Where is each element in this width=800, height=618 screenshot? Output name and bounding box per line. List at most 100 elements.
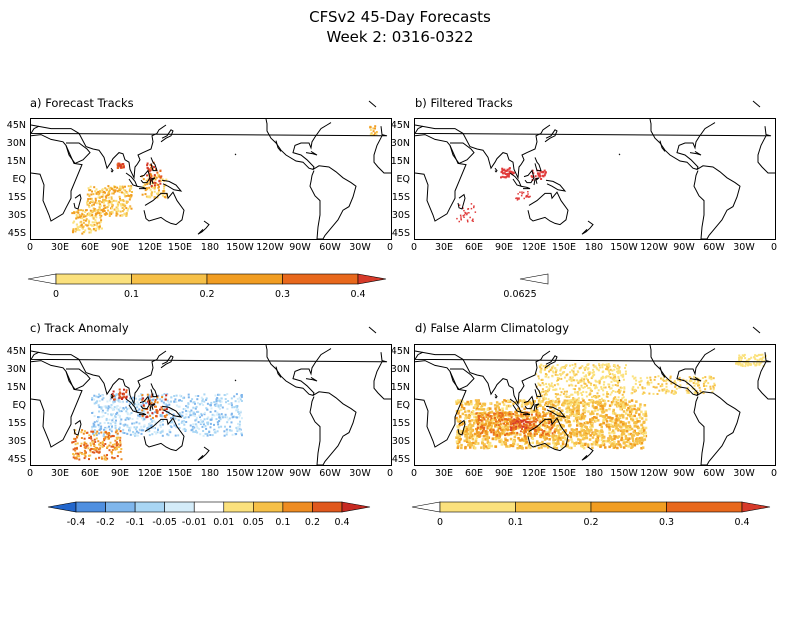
colorbar-swatch [312,501,343,513]
lon-label: 0 [410,242,418,253]
lat-label: 15N [6,382,26,393]
lat-label: 30N [390,138,410,149]
colorbar-swatch [519,273,549,285]
lat-label: 45S [391,228,410,239]
lon-label: 120W [640,468,668,479]
colorbar-swatch [55,273,132,285]
lon-label: 90W [289,468,311,479]
lat-label: EQ [396,174,410,185]
lon-label: 60W [703,468,725,479]
colorbar-label: 0.3 [659,517,674,528]
lon-label: 90E [494,468,514,479]
lat-label: 15S [7,418,26,429]
colorbar-swatch [253,501,284,513]
lon-label: 150E [167,468,193,479]
lat-label: EQ [12,400,26,411]
lat-label: 30N [6,364,26,375]
colorbar-swatch [164,501,195,513]
colorbar-swatch [47,501,77,513]
colorbar-swatch [223,501,254,513]
colorbar-label: -0.4 [67,517,86,528]
lon-label: 90W [673,242,695,253]
colorbar-swatch [193,501,225,513]
map-panel-c [30,326,392,466]
panel-b-title: b) Filtered Tracks [415,96,513,110]
colorbar-label: 0.01 [213,517,234,528]
lat-label: 30N [6,138,26,149]
lon-label: 120W [640,242,668,253]
colorbar-swatch [590,501,667,513]
colorbar-swatch [206,273,283,285]
lon-label: 90W [673,468,695,479]
lat-label: 15N [6,156,26,167]
map-panel-b [414,100,776,240]
lon-label: 60E [80,468,100,479]
colorbar-c: -0.4 -0.2 -0.1 -0.05 -0.01 0.01 0.05 0.1 0.2 0.4 [47,501,371,528]
colorbar-label: -0.2 [96,517,115,528]
colorbar-swatch [666,501,743,513]
lat-label: 15S [391,192,410,203]
colorbar-swatch [134,501,165,513]
colorbar-label: 0.05 [243,517,264,528]
lon-label: 180 [200,242,220,253]
colorbar-label: 0 [437,517,443,528]
lon-label: 90E [110,468,130,479]
colorbar-label: 0.1 [275,517,290,528]
colorbar-label: 0.4 [734,517,749,528]
lon-label: 30W [733,242,755,253]
track-density-a [71,125,378,235]
lon-label: 60W [319,468,341,479]
lon-label: 30E [50,468,70,479]
lon-label: 0 [386,242,394,253]
colorbar-swatch [341,501,371,513]
lon-label: 0 [26,468,34,479]
lon-label: 30W [349,468,371,479]
colorbar-swatch [282,273,359,285]
lat-label: 45N [6,346,26,357]
lat-label: 15S [391,418,410,429]
colorbar-swatch [741,501,771,513]
lon-label: 30E [434,468,454,479]
colorbar-d: 0 0.1 0.2 0.3 0.4 [411,501,771,528]
colorbar-a: 0 0.1 0.2 0.3 0.4 [27,273,387,300]
colorbar-swatch [282,501,313,513]
lat-label: 45S [7,228,26,239]
colorbar-swatch [27,273,57,285]
lat-label: 45N [6,120,26,131]
lat-label: EQ [396,400,410,411]
colorbar-label: 0.1 [124,289,139,300]
lon-label: 150W [610,242,638,253]
lon-label: 120E [137,242,163,253]
colorbar-swatch [439,501,516,513]
colorbar-label: 0.2 [305,517,320,528]
lat-label: 15S [7,192,26,203]
colorbar-swatch [131,273,208,285]
map-svg-b [414,100,775,240]
lon-label: 0 [386,468,394,479]
lon-label: 180 [200,468,220,479]
colorbar-label: 0 [53,289,59,300]
lon-label: 150W [610,468,638,479]
colorbar-swatch [515,501,592,513]
lat-label: EQ [12,174,26,185]
lat-label: 15N [390,382,410,393]
colorbar-swatch [411,501,441,513]
lon-label: 90E [494,242,514,253]
colorbar-label: 0.4 [334,517,349,528]
panel-a-title: a) Forecast Tracks [30,96,134,110]
track-density-b [456,167,547,223]
lon-label: 120E [521,468,547,479]
lon-label: 60E [80,242,100,253]
lon-label: 60W [703,242,725,253]
colorbar-swatch [105,501,136,513]
coastlines [414,100,775,240]
lon-label: 30E [50,242,70,253]
lon-label: 150W [226,468,254,479]
figure-title: CFSv2 45-Day Forecasts [309,8,491,26]
colorbar-swatch [75,501,106,513]
lat-label: 30S [391,436,410,447]
map-panel-a [30,100,392,240]
colorbar-label: 0.2 [583,517,598,528]
colorbar-label: -0.01 [182,517,207,528]
lon-label: 120E [137,468,163,479]
